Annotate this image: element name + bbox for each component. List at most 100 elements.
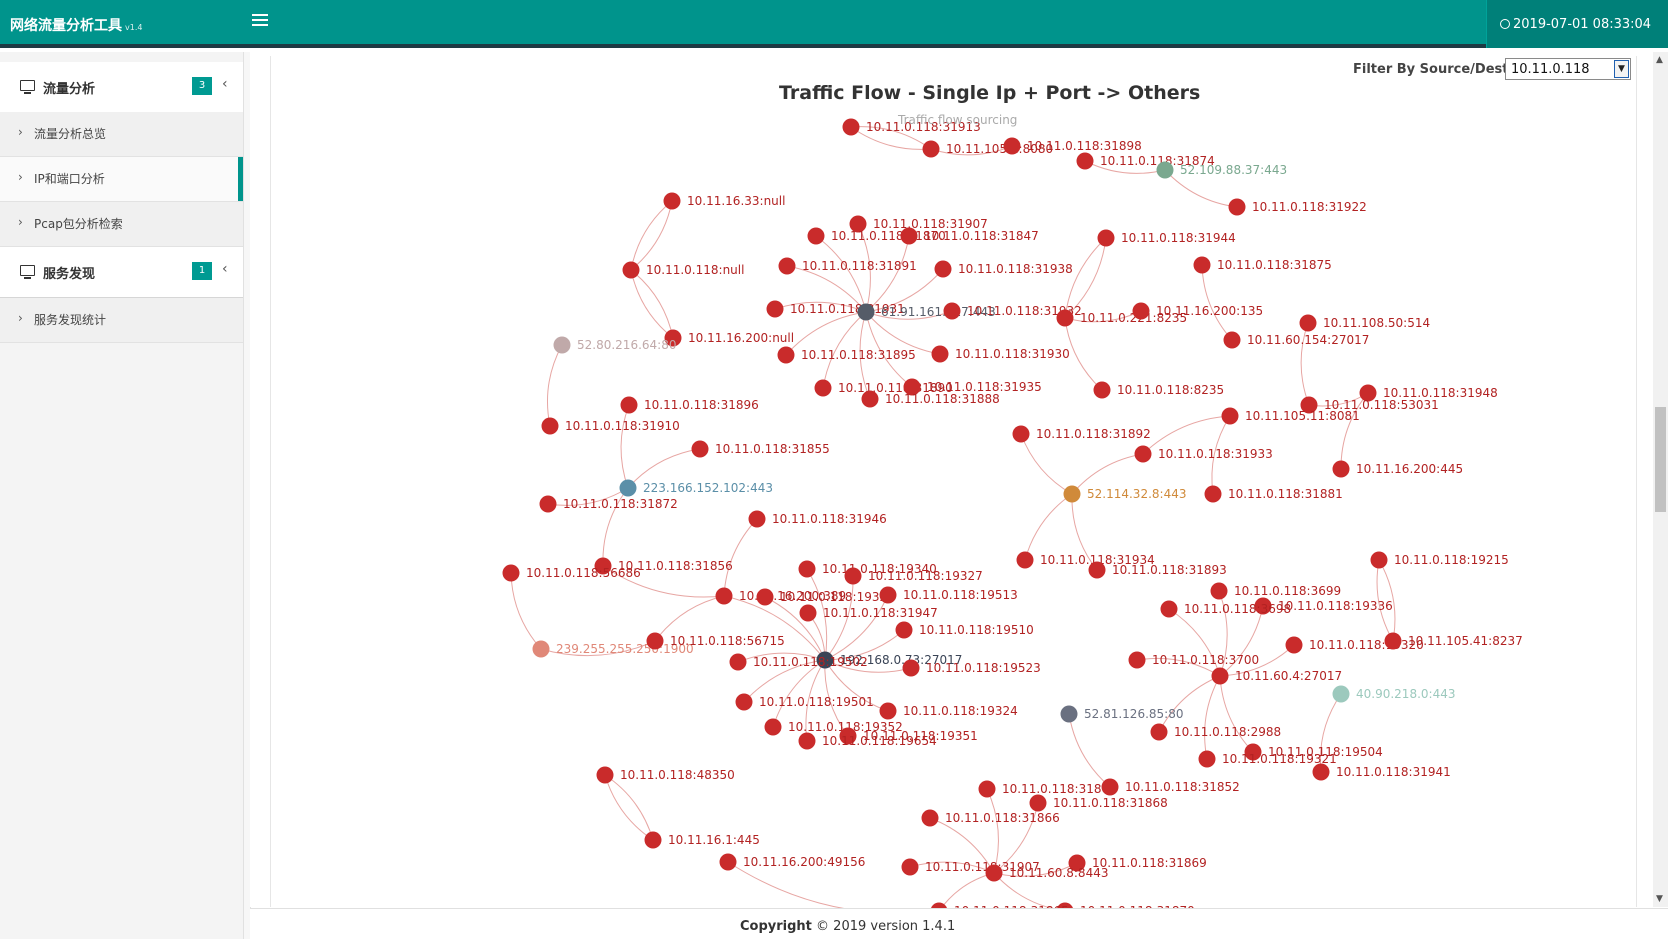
graph-node[interactable] (1210, 582, 1228, 600)
graph-node[interactable] (903, 378, 921, 396)
graph-node[interactable] (816, 651, 834, 669)
graph-node[interactable] (798, 732, 816, 750)
graph-node[interactable] (857, 303, 875, 321)
graph-node[interactable] (1093, 381, 1111, 399)
graph-node[interactable] (879, 586, 897, 604)
graph-node[interactable] (1134, 445, 1152, 463)
graph-node[interactable] (1285, 636, 1303, 654)
graph-node[interactable] (931, 345, 949, 363)
graph-node[interactable] (553, 336, 571, 354)
graph-node[interactable] (1068, 854, 1086, 872)
graph-node[interactable] (619, 479, 637, 497)
graph-node[interactable] (934, 260, 952, 278)
graph-node[interactable] (1128, 651, 1146, 669)
graph-node[interactable] (799, 604, 817, 622)
graph-node[interactable] (1211, 667, 1229, 685)
scroll-down-icon[interactable]: ▼ (1656, 894, 1663, 904)
graph-node[interactable] (532, 640, 550, 658)
graph-node[interactable] (849, 215, 867, 233)
graph-node[interactable] (691, 440, 709, 458)
graph-node[interactable] (502, 564, 520, 582)
graph-node[interactable] (901, 858, 919, 876)
graph-node[interactable] (541, 417, 559, 435)
page-scrollbar[interactable]: ▲ ▼ (1653, 52, 1668, 907)
graph-node[interactable] (539, 495, 557, 513)
graph-node[interactable] (1300, 396, 1318, 414)
graph-node[interactable] (921, 809, 939, 827)
graph-node[interactable] (735, 693, 753, 711)
graph-node[interactable] (844, 567, 862, 585)
graph-node[interactable] (748, 510, 766, 528)
graph-node[interactable] (1223, 331, 1241, 349)
graph-node[interactable] (766, 300, 784, 318)
graph-node[interactable] (798, 560, 816, 578)
graph-node[interactable] (1332, 460, 1350, 478)
graph-node[interactable] (1384, 632, 1402, 650)
graph-node[interactable] (778, 257, 796, 275)
graph-node[interactable] (1312, 763, 1330, 781)
sidebar-item-pcap-search[interactable]: › Pcap包分析检索 (0, 202, 243, 247)
graph-node[interactable] (1003, 137, 1021, 155)
graph-node[interactable] (1056, 309, 1074, 327)
graph-node[interactable] (1029, 794, 1047, 812)
scrollbar-thumb[interactable] (1655, 407, 1666, 512)
graph-node[interactable] (644, 831, 662, 849)
graph-node[interactable] (1088, 561, 1106, 579)
graph-node[interactable] (895, 621, 913, 639)
graph-node[interactable] (1012, 425, 1030, 443)
graph-node[interactable] (1228, 198, 1246, 216)
graph-node[interactable] (978, 780, 996, 798)
graph-node[interactable] (1204, 485, 1222, 503)
graph-node[interactable] (1076, 152, 1094, 170)
graph-node[interactable] (729, 653, 747, 671)
graph-node[interactable] (622, 261, 640, 279)
graph-node[interactable] (1160, 600, 1178, 618)
graph-node[interactable] (1132, 302, 1150, 320)
graph-node[interactable] (646, 632, 664, 650)
graph-node[interactable] (1150, 723, 1168, 741)
graph-node[interactable] (1359, 384, 1377, 402)
graph-node[interactable] (943, 302, 961, 320)
graph-node[interactable] (1101, 778, 1119, 796)
graph-node[interactable] (596, 766, 614, 784)
graph-node[interactable] (1332, 685, 1350, 703)
graph-node[interactable] (620, 396, 638, 414)
graph-node[interactable] (879, 702, 897, 720)
graph-node[interactable] (777, 346, 795, 364)
graph-node[interactable] (1156, 161, 1174, 179)
graph-node[interactable] (663, 192, 681, 210)
graph-node[interactable] (1193, 256, 1211, 274)
graph-node[interactable] (715, 587, 733, 605)
graph-node[interactable] (985, 864, 1003, 882)
graph-node[interactable] (814, 379, 832, 397)
sidebar-item-service-stats[interactable]: › 服务发现统计 (0, 298, 243, 343)
graph-node[interactable] (900, 227, 918, 245)
graph-node[interactable] (664, 329, 682, 347)
graph-node[interactable] (1221, 407, 1239, 425)
graph-node[interactable] (1063, 485, 1081, 503)
graph-node[interactable] (594, 557, 612, 575)
graph-node[interactable] (1198, 750, 1216, 768)
scroll-up-icon[interactable]: ▲ (1656, 55, 1663, 65)
ip-filter-select[interactable]: 10.11.0.118 ▼ (1505, 58, 1631, 80)
sidebar-item-traffic-overview[interactable]: › 流量分析总览 (0, 112, 243, 157)
graph-node[interactable] (807, 227, 825, 245)
graph-node[interactable] (842, 118, 860, 136)
graph-node[interactable] (902, 659, 920, 677)
graph-node[interactable] (1254, 597, 1272, 615)
graph-node[interactable] (1370, 551, 1388, 569)
graph-node[interactable] (1097, 229, 1115, 247)
sidebar-item-ip-port-analysis[interactable]: › IP和端口分析 (0, 157, 243, 202)
graph-node[interactable] (922, 140, 940, 158)
graph-node[interactable] (764, 718, 782, 736)
hamburger-icon[interactable] (252, 14, 268, 28)
graph-node[interactable] (861, 390, 879, 408)
graph-node[interactable] (1060, 705, 1078, 723)
menu-group-traffic-analysis[interactable]: 流量分析 3 ‹ (0, 62, 243, 113)
graph-node[interactable] (719, 853, 737, 871)
graph-node[interactable] (756, 588, 774, 606)
graph-node[interactable] (1016, 551, 1034, 569)
graph-node[interactable] (1244, 743, 1262, 761)
chevron-down-icon[interactable]: ▼ (1614, 60, 1629, 78)
graph-node[interactable] (1299, 314, 1317, 332)
